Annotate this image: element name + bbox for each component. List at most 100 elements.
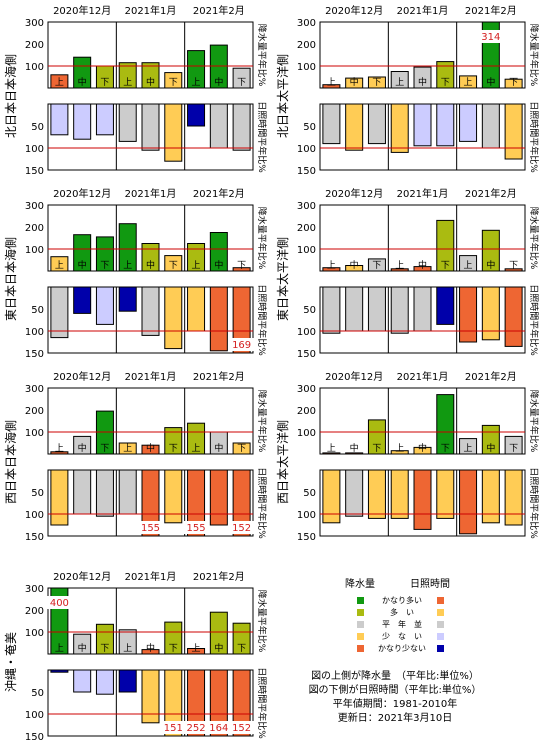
legend-sun-header: 日照時間 xyxy=(410,578,450,590)
sun-axis-title: 日照時間平年比% xyxy=(256,667,268,739)
dekad-label: 上 xyxy=(55,260,64,271)
precip-tick-label: 200 xyxy=(25,223,44,234)
sun-bar xyxy=(95,286,114,325)
sun-tick-label: 100 xyxy=(297,510,316,521)
sun-tick-label: 50 xyxy=(31,488,44,499)
month-label: 2020年12月 xyxy=(325,187,383,200)
precip-tick-label: 100 xyxy=(25,245,44,256)
precip-bar xyxy=(413,446,432,455)
precip-bar xyxy=(322,452,341,455)
month-label: 2021年1月 xyxy=(125,4,177,17)
sun-tick-label: 150 xyxy=(297,349,316,360)
legend-sun-swatch xyxy=(437,621,444,628)
legend-precip-header: 降水量 xyxy=(345,577,375,590)
sun-bar xyxy=(164,469,183,524)
sun-bar xyxy=(141,469,160,537)
sun-bar xyxy=(413,103,432,147)
sun-bar xyxy=(367,286,386,332)
precip-bar xyxy=(232,267,251,272)
precip-axis-title: 降水量平年比% xyxy=(256,24,268,87)
precip-bar xyxy=(209,611,228,655)
precip-bar xyxy=(232,67,251,89)
dekad-label: 下 xyxy=(237,261,246,271)
precip-bar xyxy=(345,77,364,89)
dekad-label: 上 xyxy=(464,260,473,271)
legend-sun-swatch xyxy=(437,645,444,652)
precip-bar xyxy=(436,61,455,89)
sun-value-label: 155 xyxy=(187,523,206,534)
sun-bar xyxy=(459,286,478,343)
sun-bar xyxy=(118,669,137,693)
precip-bar xyxy=(50,256,69,272)
sun-bar xyxy=(504,286,523,347)
precip-tick-label: 300 xyxy=(25,201,44,212)
sun-bar xyxy=(322,286,341,334)
precip-bar xyxy=(459,75,478,89)
precip-bar xyxy=(367,419,386,455)
precip-bar xyxy=(164,72,183,89)
legend-precip-swatch xyxy=(357,621,364,628)
precip-tick-label: 200 xyxy=(297,223,316,234)
legend-sun-swatch xyxy=(437,609,444,616)
sun-bar xyxy=(481,286,500,341)
sun-bar xyxy=(232,469,251,537)
precip-bar xyxy=(504,78,523,89)
sun-bar xyxy=(141,286,160,336)
dekad-label: 上 xyxy=(55,443,64,454)
sun-tick-label: 50 xyxy=(31,688,44,699)
precip-tick-label: 100 xyxy=(25,62,44,73)
precip-tick-label: 300 xyxy=(297,18,316,29)
dekad-label: 下 xyxy=(100,261,109,271)
precip-bar xyxy=(141,649,160,655)
dekad-label: 中 xyxy=(78,259,87,271)
dekad-label: 中 xyxy=(214,642,223,654)
month-label: 2020年12月 xyxy=(325,4,383,17)
precip-value-label: 314 xyxy=(481,32,500,43)
month-label: 2021年2月 xyxy=(193,4,245,17)
dekad-label: 中 xyxy=(146,76,155,88)
sun-tick-label: 100 xyxy=(25,327,44,338)
sun-tick-label: 150 xyxy=(297,532,316,543)
sun-axis-title: 日照時間平年比% xyxy=(256,467,268,539)
sun-bar xyxy=(413,469,432,530)
sun-value-label: 164 xyxy=(209,723,228,734)
precip-axis-title: 降水量平年比% xyxy=(528,24,540,87)
dekad-label: 下 xyxy=(372,78,381,88)
sun-value-label-bg xyxy=(160,721,187,734)
sun-bar xyxy=(504,103,523,160)
sun-bar xyxy=(459,103,478,142)
dekad-label: 上 xyxy=(55,643,64,654)
dekad-label: 上 xyxy=(395,260,404,271)
sun-bar xyxy=(95,469,114,517)
sun-bar xyxy=(73,103,92,140)
dekad-label: 下 xyxy=(169,444,178,454)
dekad-label: 中 xyxy=(486,76,495,88)
precip-bar xyxy=(118,62,137,89)
region-chart: 2020年12月 2021年1月 2021年2月 300 200 100 50 100 150 上… xyxy=(3,570,268,743)
precip-bar xyxy=(232,442,251,455)
dekad-label: 上 xyxy=(464,443,473,454)
legend-category-label: かなり多い xyxy=(382,595,422,605)
legend-category-label: 多 い xyxy=(390,607,414,617)
dekad-label: 下 xyxy=(169,644,178,654)
dekad-label: 下 xyxy=(237,444,246,454)
dekad-label: 中 xyxy=(350,259,359,271)
precip-axis-title: 降水量平年比% xyxy=(256,207,268,270)
region-chart: 2020年12月 2021年1月 2021年2月 300 200 100 50 100 150 上… xyxy=(275,4,540,177)
sun-bar xyxy=(504,469,523,526)
sun-bar xyxy=(390,469,409,519)
sun-bar xyxy=(164,286,183,350)
sun-bar xyxy=(95,103,114,136)
sun-bar xyxy=(95,669,114,695)
dekad-label: 下 xyxy=(100,444,109,454)
dekad-label: 中 xyxy=(418,259,427,271)
sun-tick-label: 150 xyxy=(25,732,44,743)
sun-value-label: 169 xyxy=(232,340,251,351)
dekad-label: 中 xyxy=(350,442,359,454)
precip-bar xyxy=(413,66,432,89)
precip-bar xyxy=(73,633,92,655)
dekad-label: 中 xyxy=(418,442,427,454)
precip-value-label-bg xyxy=(477,30,504,43)
dekad-label: 上 xyxy=(192,443,201,454)
precip-bar xyxy=(390,268,409,272)
